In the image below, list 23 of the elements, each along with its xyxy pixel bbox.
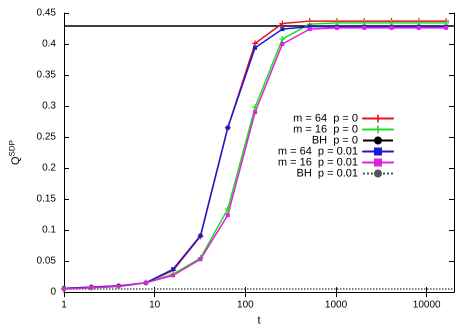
y-tick-label: 0.35 [36, 70, 56, 81]
x-tick-label: 100 [237, 300, 254, 311]
legend-label: BH p = 0.01 [296, 168, 358, 180]
x-tick-label: 10 [149, 300, 161, 311]
x-axis-title: t [257, 314, 261, 326]
x-tick-label: 1000 [324, 300, 348, 311]
legend-label: m = 64 p = 0 [293, 112, 358, 124]
y-tick-label: 0.15 [36, 194, 56, 205]
y-tick-label: 0.45 [36, 8, 56, 18]
legend-label: m = 16 p = 0 [293, 124, 358, 136]
y-tick-label: 0.4 [42, 38, 56, 50]
y-tick-label: 0.2 [42, 162, 56, 174]
y-tick-label: 0.25 [36, 132, 56, 143]
x-tick-label: 1 [61, 300, 68, 311]
legend-label: BH p = 0 [312, 134, 358, 146]
y-tick-label: 0.1 [42, 224, 56, 236]
y-tick-label: 0.3 [42, 100, 56, 112]
legend-label: m = 64 p = 0.01 [278, 146, 358, 158]
x-tick-label: 10000 [412, 300, 442, 311]
y-axis-title: QSDP [8, 140, 22, 166]
legend-label: m = 16 p = 0.01 [278, 156, 358, 168]
y-tick-label: 0 [50, 286, 56, 298]
y-tick-label: 0.05 [36, 256, 56, 267]
